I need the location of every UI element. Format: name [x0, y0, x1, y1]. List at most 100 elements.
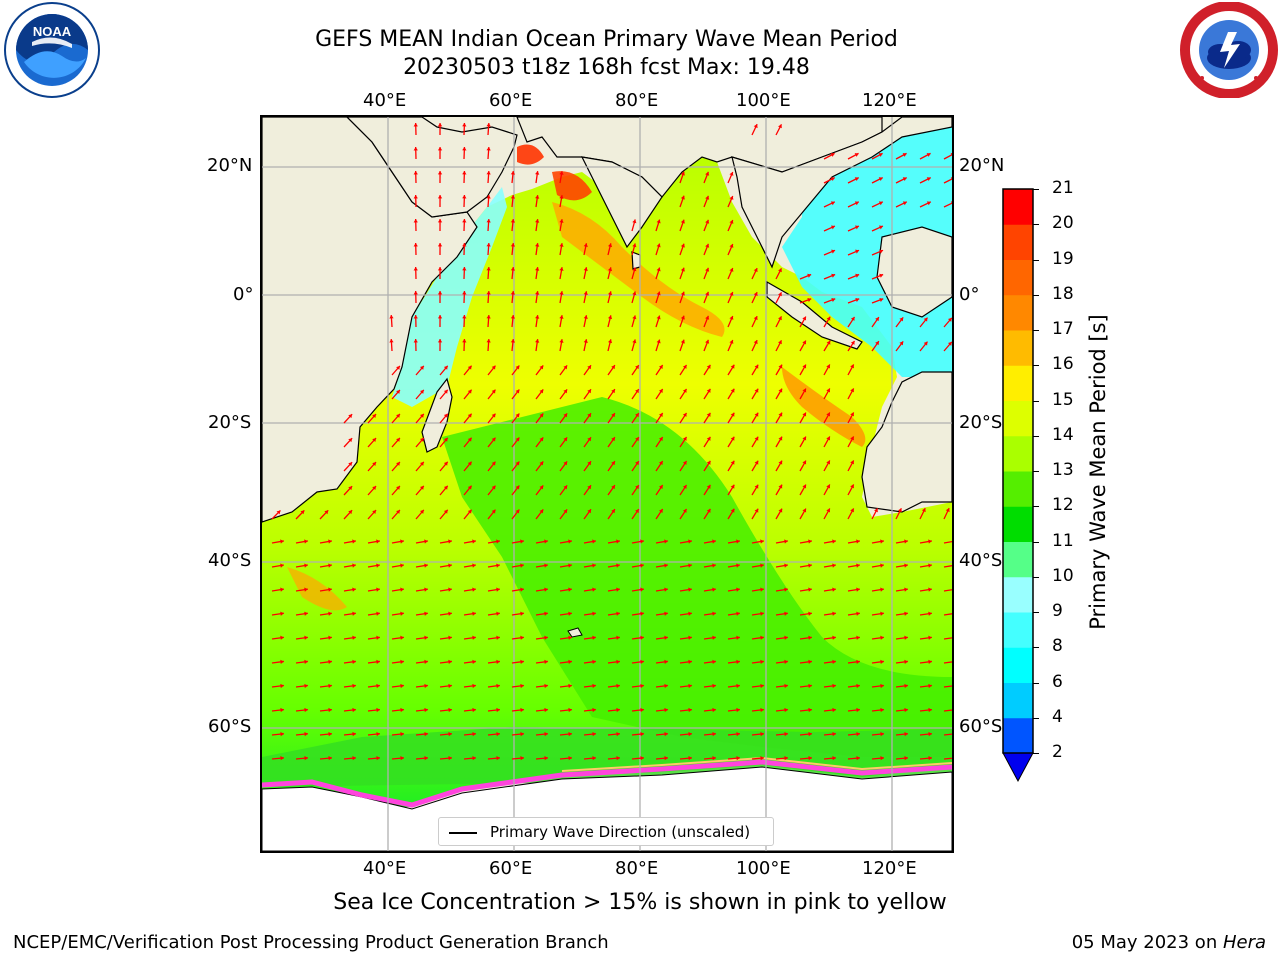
wave-arrow-head: [443, 461, 448, 466]
wave-arrow-head: [705, 267, 710, 272]
wave-arrow-head: [950, 153, 952, 156]
wave-arrow-head: [467, 461, 472, 466]
colorbar-tick-mark: [1033, 471, 1039, 472]
wave-arrow-head: [899, 317, 904, 322]
wave-arrow-head: [664, 707, 668, 713]
wave-arrow-head: [640, 539, 644, 544]
wave-arrow-head: [878, 153, 883, 157]
wave-arrow-head: [656, 339, 661, 344]
wave-arrow-head: [808, 635, 812, 640]
wave-arrow-head: [712, 707, 716, 713]
wave-arrow-head: [587, 413, 591, 418]
colorbar-tick-label: 14: [1052, 424, 1074, 445]
wave-arrow-head: [535, 171, 540, 175]
wave-arrow-head: [928, 539, 932, 544]
wave-arrow-head: [535, 291, 540, 295]
wave-arrow-head: [328, 611, 332, 616]
wave-arrow-head: [682, 436, 687, 441]
wave-arrow-head: [510, 171, 516, 175]
colorbar-tick-mark: [1033, 224, 1039, 226]
wave-arrow-head: [352, 683, 356, 689]
wave-arrow-head: [376, 635, 380, 640]
wave-arrow-head: [760, 587, 764, 592]
wave-arrow-head: [802, 412, 807, 417]
wave-arrow-head: [587, 365, 591, 370]
wave-arrow-head: [568, 756, 572, 761]
lon-tick-top-40e: 40°E: [363, 90, 407, 111]
wave-arrow-head: [705, 171, 710, 176]
wave-arrow-head: [760, 611, 764, 616]
wave-arrow-head: [879, 249, 884, 254]
wave-arrow-head: [400, 635, 404, 640]
wave-arrow-head: [632, 315, 637, 320]
lon-tick-top-120e: 120°E: [862, 90, 917, 111]
wave-arrow-head: [826, 484, 831, 489]
wave-arrow-head: [372, 462, 377, 467]
wave-arrow-head: [754, 388, 759, 393]
wave-arrow-head: [784, 731, 788, 737]
wave-arrow-head: [778, 268, 782, 273]
wave-arrow-head: [544, 539, 548, 544]
wave-arrow-head: [563, 413, 568, 418]
wave-arrow-head: [472, 539, 476, 544]
wave-arrow-head: [583, 339, 588, 343]
wave-arrow-head: [826, 340, 831, 345]
lat-tick-left-20s: 20°S: [208, 412, 252, 433]
ocean-orange-swell-2: [782, 367, 866, 447]
colorbar-segment: [1003, 294, 1033, 331]
wave-arrow-head: [400, 611, 404, 616]
colorbar-segment: [1003, 647, 1033, 683]
wave-arrow: [943, 540, 952, 544]
wave-arrow-head: [467, 509, 472, 514]
wave-arrow-head: [856, 731, 860, 737]
colorbar-segment: [1003, 612, 1033, 648]
lat-tick-left-0: 0°: [233, 284, 254, 305]
wave-arrow-head: [635, 485, 639, 490]
wave-arrow-head: [304, 587, 308, 592]
wave-arrow-head: [462, 339, 467, 343]
wave-arrow-head: [396, 437, 400, 442]
colorbar-segment: [1003, 189, 1033, 225]
wave-arrow-head: [400, 659, 404, 665]
wave-arrow-head: [928, 707, 932, 713]
wave-arrow-head: [376, 683, 380, 689]
wave-arrow-head: [583, 267, 588, 271]
wave-arrow-head: [808, 587, 812, 592]
wave-arrow-head: [784, 587, 788, 592]
wave-arrow-head: [754, 364, 759, 369]
wave-arrow-head: [760, 659, 764, 665]
wave-arrow-head: [520, 587, 524, 592]
wave-arrow-head: [510, 195, 516, 199]
lon-tick-bottom-80e: 80°E: [615, 858, 659, 879]
wave-arrow-head: [926, 201, 931, 206]
wave-arrow-head: [491, 509, 496, 514]
wave-arrow-head: [568, 707, 572, 713]
wave-arrow-head: [705, 195, 710, 200]
wave-arrow-head: [437, 267, 443, 271]
wave-arrow-head: [419, 437, 424, 442]
wave-arrow-head: [304, 683, 308, 689]
wave-arrow-head: [491, 413, 496, 418]
wave-arrow-head: [563, 437, 568, 442]
wave-arrow-head: [563, 509, 568, 514]
wave-arrow-head: [437, 171, 443, 175]
wave-arrow-head: [539, 413, 544, 418]
wave-arrow: [943, 685, 952, 688]
wave-arrow-head: [802, 460, 807, 465]
lon-tick-bottom-40e: 40°E: [363, 858, 407, 879]
wave-arrow-head: [496, 756, 500, 761]
wave-arrow-head: [832, 659, 836, 665]
wave-arrow-head: [928, 731, 932, 737]
colorbar-tick-mark: [1033, 506, 1039, 508]
wave-arrow-head: [437, 339, 443, 343]
wave-arrow-head: [437, 147, 443, 151]
wave-arrow-head: [328, 635, 332, 640]
wave-arrow-head: [760, 707, 764, 713]
wave-arrow-head: [559, 267, 564, 271]
colorbar-tick-label: 12: [1052, 495, 1074, 516]
wave-arrow-head: [729, 339, 734, 344]
wave-arrow-head: [328, 731, 332, 737]
wave-arrow-head: [947, 317, 952, 322]
wave-arrow-head: [396, 365, 400, 370]
wave-arrow-head: [874, 508, 878, 513]
